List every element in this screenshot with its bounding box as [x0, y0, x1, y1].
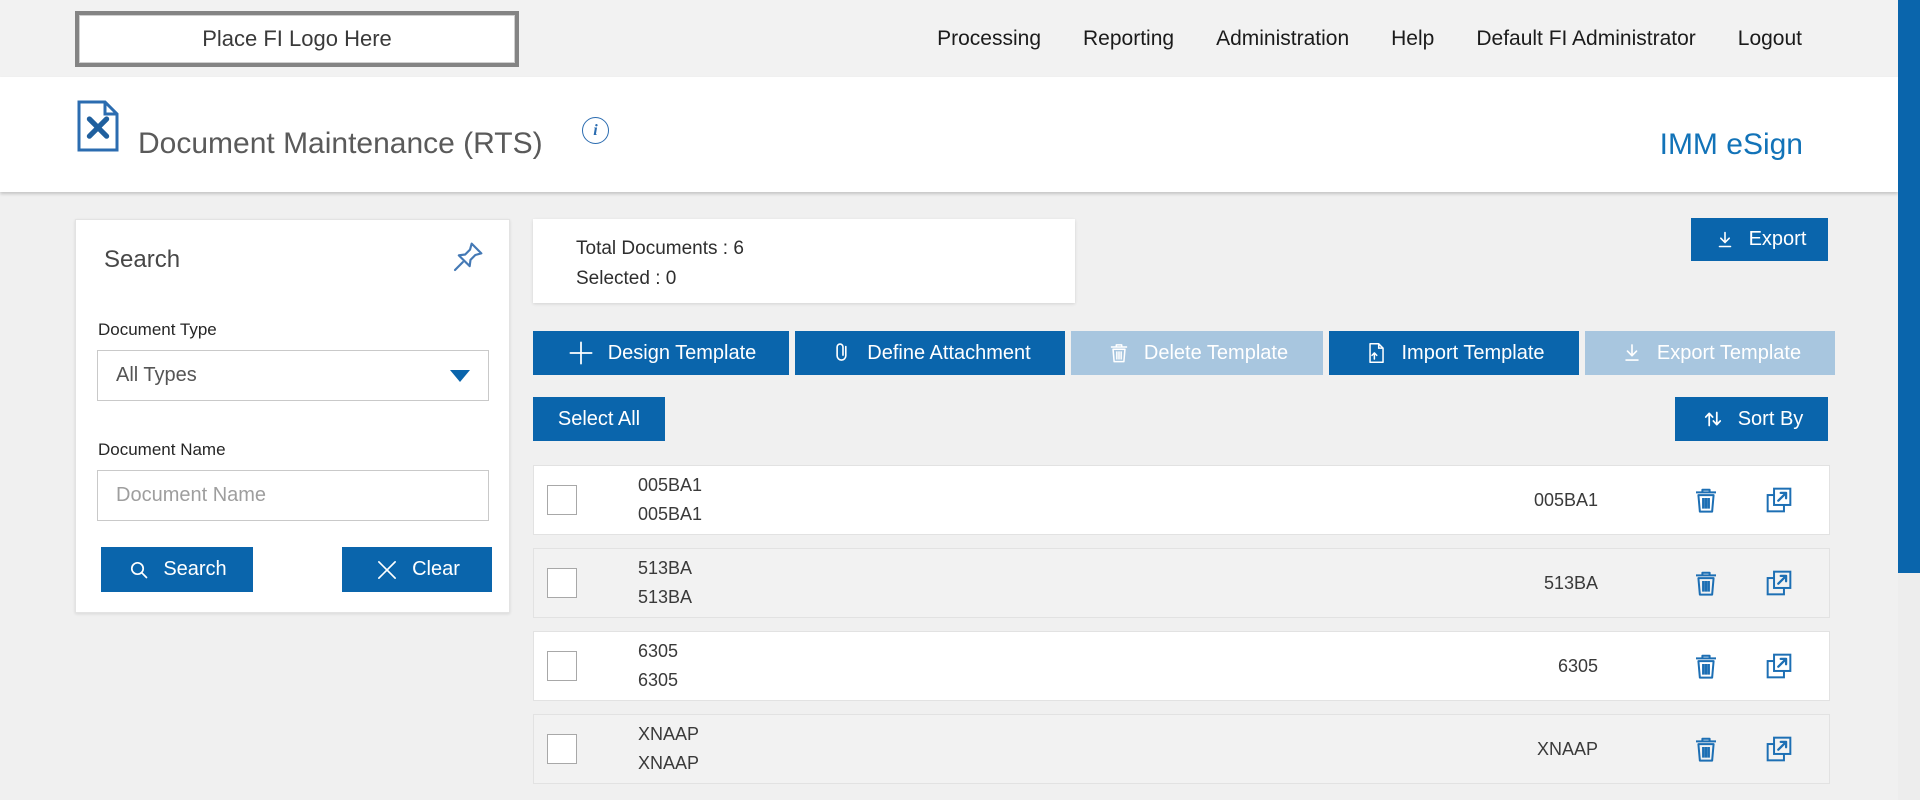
brand-imm-esign: IMM eSign [1659, 128, 1803, 161]
document-type-label: Document Type [98, 320, 217, 339]
document-name: 513BA [638, 558, 693, 578]
nav-item-help[interactable]: Help [1391, 26, 1435, 50]
total-documents-label: Total Documents : [576, 238, 729, 259]
document-type-select[interactable]: All Types [97, 350, 489, 401]
nav-item-current-user[interactable]: Default FI Administrator [1476, 26, 1696, 50]
export-button[interactable]: Export [1691, 218, 1828, 261]
document-code: 6305 [1557, 655, 1598, 676]
selected-label: Selected : [576, 268, 661, 289]
row-checkbox[interactable] [547, 485, 577, 515]
open-template-icon[interactable] [1762, 483, 1796, 517]
fi-logo-text: Place FI Logo Here [79, 15, 515, 63]
document-tools-icon [75, 99, 121, 153]
search-panel-title: Search [104, 246, 181, 273]
document-name-label: Document Name [98, 440, 226, 459]
info-icon[interactable]: i [582, 117, 609, 144]
trash-icon[interactable] [1690, 483, 1722, 517]
document-description: 005BA1 [638, 504, 703, 524]
document-code: 513BA [1543, 572, 1598, 593]
trash-icon[interactable] [1690, 732, 1722, 766]
define-attachment-button[interactable]: Define Attachment [795, 331, 1065, 375]
open-template-icon[interactable] [1762, 566, 1796, 600]
clear-button-label: Clear [412, 558, 460, 580]
fi-logo-placeholder: Place FI Logo Here [75, 11, 519, 67]
trash-icon[interactable] [1690, 566, 1722, 600]
sort-by-label: Sort By [1737, 407, 1804, 430]
row-checkbox[interactable] [547, 734, 577, 764]
document-description: 6305 [638, 670, 679, 690]
open-template-icon[interactable] [1762, 649, 1796, 683]
download-icon [1713, 228, 1737, 252]
search-button-label: Search [163, 558, 227, 580]
define-attachment-label: Define Attachment [867, 341, 1031, 364]
document-code: 005BA1 [1533, 489, 1598, 510]
delete-template-label: Delete Template [1143, 341, 1289, 364]
row-checkbox[interactable] [547, 568, 577, 598]
delete-template-button: Delete Template [1071, 331, 1323, 375]
total-documents-value: 6 [733, 238, 744, 259]
selected-count-line: Selected : 0 [576, 264, 1075, 294]
nav-item-reporting[interactable]: Reporting [1083, 26, 1175, 50]
export-button-label: Export [1748, 228, 1807, 250]
open-template-icon[interactable] [1762, 732, 1796, 766]
trash-icon [1106, 340, 1132, 366]
table-row: 005BA1 005BA1 005BA1 [533, 465, 1830, 535]
row-checkbox[interactable] [547, 651, 577, 681]
total-documents-line: Total Documents : 6 [576, 234, 1075, 264]
search-button[interactable]: Search [101, 547, 253, 592]
table-row: 6305 6305 6305 [533, 631, 1830, 701]
document-description: 513BA [638, 587, 693, 607]
download-icon [1619, 340, 1645, 366]
table-row: 513BA 513BA 513BA [533, 548, 1830, 618]
scrollbar-thumb[interactable] [1898, 0, 1920, 573]
design-template-button[interactable]: Design Template [533, 331, 789, 375]
select-all-button[interactable]: Select All [533, 397, 665, 441]
clear-button[interactable]: Clear [342, 547, 492, 592]
document-name-input[interactable] [97, 470, 489, 521]
paperclip-icon [829, 340, 855, 366]
pin-icon[interactable] [449, 236, 489, 276]
nav-item-processing[interactable]: Processing [937, 26, 1042, 50]
page-header: Document Maintenance (RTS) i IMM eSign [0, 77, 1898, 192]
summary-panel: Total Documents : 6 Selected : 0 [533, 219, 1075, 303]
search-icon [127, 558, 151, 582]
document-name: XNAAP [638, 724, 700, 744]
sort-icon [1700, 406, 1726, 432]
chevron-down-icon [450, 369, 470, 382]
top-nav-bar: Place FI Logo Here Processing Reporting … [0, 0, 1898, 77]
selected-value: 0 [665, 268, 677, 289]
select-all-label: Select All [557, 407, 641, 430]
search-panel: Search Document Type All Types Document … [75, 219, 510, 613]
page-title: Document Maintenance (RTS) [138, 127, 543, 160]
design-template-label: Design Template [607, 341, 757, 364]
document-code: XNAAP [1536, 738, 1598, 759]
trash-icon[interactable] [1690, 649, 1722, 683]
import-icon [1363, 340, 1389, 366]
template-toolbar: Design Template Define Attachment Delete… [533, 331, 1835, 375]
vertical-scrollbar [1898, 0, 1920, 800]
nav-item-logout[interactable]: Logout [1737, 26, 1802, 50]
export-template-label: Export Template [1656, 341, 1802, 364]
document-type-selected-value: All Types [116, 364, 197, 386]
document-name: 005BA1 [638, 475, 703, 495]
plus-icon [566, 338, 596, 368]
nav-menu: Processing Reporting Administration Help… [937, 0, 1802, 77]
sort-by-button[interactable]: Sort By [1675, 397, 1828, 441]
document-list: 005BA1 005BA1 005BA1 513BA 513BA 513BA [533, 465, 1830, 797]
close-icon [374, 557, 400, 583]
table-row: XNAAP XNAAP XNAAP [533, 714, 1830, 784]
document-description: XNAAP [638, 753, 700, 773]
document-name: 6305 [638, 641, 679, 661]
export-template-button: Export Template [1585, 331, 1835, 375]
import-template-label: Import Template [1401, 341, 1545, 364]
import-template-button[interactable]: Import Template [1329, 331, 1579, 375]
nav-item-administration[interactable]: Administration [1216, 26, 1350, 50]
